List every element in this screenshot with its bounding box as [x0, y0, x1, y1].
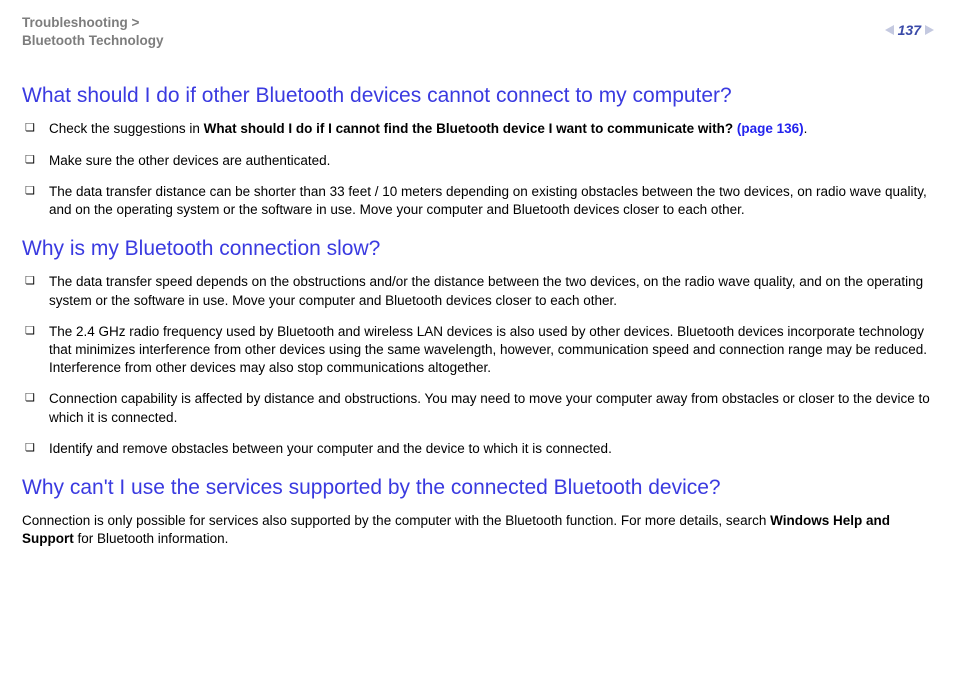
breadcrumb-line2: Bluetooth Technology	[22, 33, 164, 48]
bullet-icon: ❏	[25, 155, 37, 166]
page-header: Troubleshooting > Bluetooth Technology 1…	[22, 14, 934, 50]
list-item-text: Make sure the other devices are authenti…	[49, 152, 934, 170]
bullet-icon: ❏	[25, 443, 37, 454]
breadcrumb: Troubleshooting > Bluetooth Technology	[22, 14, 164, 50]
prev-page-icon[interactable]	[885, 25, 894, 35]
list-item: ❏ Connection capability is affected by d…	[22, 390, 934, 426]
bullet-icon: ❏	[25, 276, 37, 287]
page-link[interactable]: (page 136)	[737, 121, 804, 136]
next-page-icon[interactable]	[925, 25, 934, 35]
list-item-text: The data transfer speed depends on the o…	[49, 273, 934, 309]
list-item: ❏ Identify and remove obstacles between …	[22, 440, 934, 458]
question-heading: What should I do if other Bluetooth devi…	[22, 84, 934, 108]
list-item: ❏ The data transfer speed depends on the…	[22, 273, 934, 309]
question-heading: Why is my Bluetooth connection slow?	[22, 237, 934, 261]
bullet-icon: ❏	[25, 393, 37, 404]
paragraph: Connection is only possible for services…	[22, 512, 934, 548]
list-item-text: The data transfer distance can be shorte…	[49, 183, 934, 219]
list-item: ❏ The 2.4 GHz radio frequency used by Bl…	[22, 323, 934, 378]
list-item-text: Identify and remove obstacles between yo…	[49, 440, 934, 458]
list-item: ❏ Make sure the other devices are authen…	[22, 152, 934, 170]
list-item: ❏ The data transfer distance can be shor…	[22, 183, 934, 219]
list-item-text: Connection capability is affected by dis…	[49, 390, 934, 426]
question-heading: Why can't I use the services supported b…	[22, 476, 934, 500]
page-number: 137	[898, 22, 921, 38]
list-item: ❏ Check the suggestions in What should I…	[22, 120, 934, 138]
list-item-text: The 2.4 GHz radio frequency used by Blue…	[49, 323, 934, 378]
bullet-icon: ❏	[25, 123, 37, 134]
page-number-nav: 137	[885, 22, 934, 38]
bullet-icon: ❏	[25, 326, 37, 337]
breadcrumb-line1: Troubleshooting >	[22, 15, 139, 30]
bullet-icon: ❏	[25, 186, 37, 197]
list-item-text: Check the suggestions in What should I d…	[49, 120, 934, 138]
